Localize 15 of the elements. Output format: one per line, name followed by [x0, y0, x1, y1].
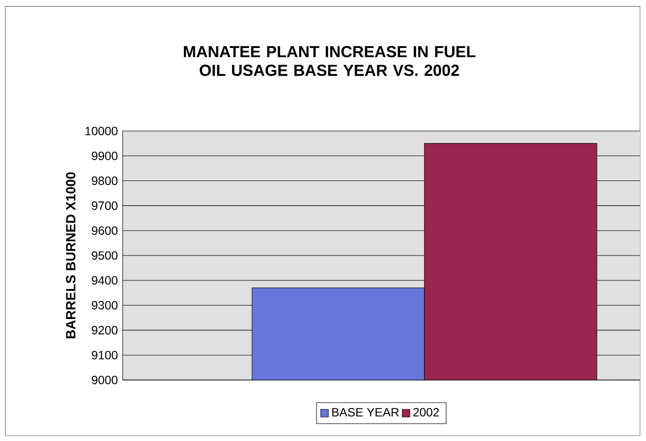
y-tick-label: 9800 [92, 176, 118, 186]
y-tick-label: 9500 [92, 251, 118, 260]
y-tick-label: 10000 [86, 126, 118, 136]
legend-label: 2002 [413, 408, 439, 416]
y-tick-label: 9000 [92, 376, 118, 384]
y-tick-label: 9700 [92, 201, 118, 210]
y-tick-label: 9100 [92, 350, 118, 360]
y-tick-label: 9300 [92, 301, 118, 310]
y-axis-title: BARRELS BURNED X1000 [66, 172, 76, 338]
y-tick-label: 9600 [92, 226, 118, 235]
chart-title: MANATEE PLANT INCREASE IN FUEL OIL USAGE BASE YEAR VS. 2002 [184, 46, 476, 76]
y-tick-label: 9400 [92, 276, 118, 285]
y-tick-label: 9200 [92, 326, 118, 334]
y-tick-label: 9900 [92, 152, 118, 160]
legend-label: BASE YEAR [332, 408, 399, 416]
